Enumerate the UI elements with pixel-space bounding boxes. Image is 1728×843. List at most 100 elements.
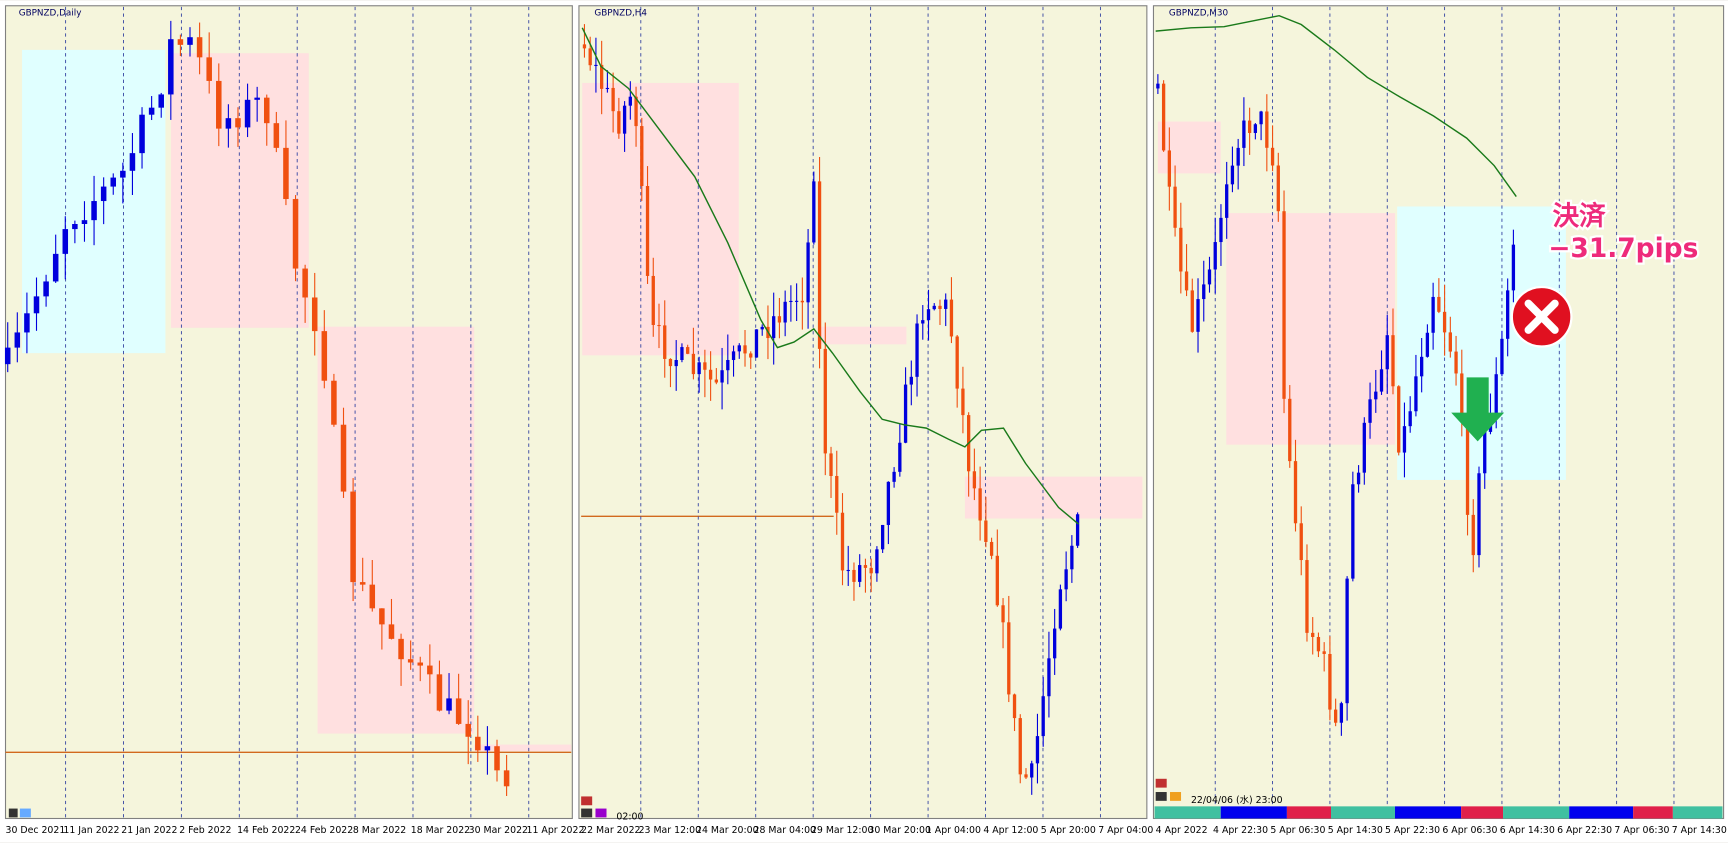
candle-body (1288, 398, 1292, 462)
icon[interactable] (1155, 778, 1167, 788)
candle-body (800, 300, 805, 303)
icon[interactable] (581, 808, 593, 818)
candle-body (1385, 335, 1389, 370)
candle-body (835, 475, 839, 513)
x-tick-label: 22 Mar 2022 (581, 825, 640, 836)
candle-body (1047, 658, 1051, 697)
candle-body (1477, 473, 1481, 556)
candle-body (777, 316, 782, 323)
candle-body (1259, 111, 1263, 125)
candle-body (292, 199, 299, 269)
candle-body (600, 64, 604, 89)
x-tick-label: 24 Mar 20:00 (696, 825, 759, 836)
icon[interactable] (1170, 792, 1182, 801)
candle-body (846, 569, 850, 572)
status-text: 02:00 (616, 812, 643, 823)
annotation: 決済 (1553, 201, 1606, 232)
candle-body (503, 770, 510, 787)
strip-seg (1569, 806, 1634, 819)
candle-body (1460, 373, 1464, 419)
candle-body (177, 39, 184, 45)
candle-body (484, 746, 491, 751)
x-tick-label: 7 Apr 06:30 (1614, 825, 1669, 836)
candle-body (668, 358, 673, 367)
candle-body (989, 541, 994, 556)
strip-seg (1331, 806, 1395, 819)
candle-body (1293, 461, 1298, 524)
x-tick-label: 7 Apr 04:00 (1098, 825, 1153, 836)
candle-body (1368, 399, 1372, 423)
candle-body (465, 723, 471, 737)
candle-body (1012, 694, 1017, 719)
panel-title: GBPNZD,Daily (19, 9, 82, 19)
candle-body (703, 362, 707, 370)
candle-body (898, 442, 902, 472)
x-tick-label: 24 Feb 2022 (295, 825, 353, 836)
candle-body (852, 569, 856, 582)
candle-body (657, 324, 661, 327)
candle-body (263, 97, 270, 124)
candle-body (1425, 332, 1430, 357)
candle-body (340, 424, 347, 492)
candle-body (206, 57, 212, 81)
candle-body (129, 153, 136, 171)
candle-body (1179, 227, 1183, 272)
strip-seg (1394, 806, 1462, 819)
candle-body (1213, 242, 1217, 270)
candle-body (331, 380, 337, 425)
candle-body (1414, 376, 1418, 412)
candle-body (806, 242, 810, 303)
icon[interactable] (581, 796, 593, 806)
icon[interactable] (19, 808, 31, 818)
candle-body (52, 253, 59, 282)
sell-arrow (1451, 377, 1505, 442)
candle-body (760, 326, 764, 330)
candle-body (1431, 296, 1435, 333)
status-text: 22/04/06 (水) 23:00 (1191, 794, 1283, 806)
icon[interactable] (1155, 792, 1167, 801)
candle-body (244, 99, 251, 128)
candle-body (14, 332, 21, 348)
candle-body (369, 584, 376, 609)
x-tick-label: 6 Apr 22:30 (1557, 825, 1612, 836)
candle-body (1070, 545, 1074, 570)
x-tick-label: 14 Feb 2022 (237, 825, 295, 836)
panel-bg[interactable] (578, 5, 1148, 820)
candle-body (909, 376, 913, 385)
x-tick-label: 7 Apr 14:30 (1672, 825, 1727, 836)
candle-body (680, 347, 684, 361)
candle-body (1207, 269, 1212, 285)
candle-body (691, 353, 696, 375)
x-tick-label: 30 Mar 20:00 (868, 825, 931, 836)
candle-body (311, 297, 318, 332)
candle-body (1483, 431, 1487, 474)
candle-body (686, 347, 690, 354)
x-tick-label: 6 Apr 14:30 (1500, 825, 1555, 836)
candle-body (139, 114, 145, 154)
candle-body (1448, 332, 1452, 352)
candle-body (1035, 736, 1040, 764)
x-tick-label: 5 Apr 06:30 (1270, 825, 1325, 836)
candle-body (1282, 211, 1286, 399)
x-tick-label: 5 Apr 14:30 (1328, 825, 1383, 836)
candle-body (749, 353, 753, 358)
icons (8, 778, 1182, 818)
candles (4, 20, 1516, 796)
candle-body (417, 662, 424, 666)
candle-body (1437, 296, 1441, 312)
candle-body (148, 107, 155, 115)
candle-body (1351, 484, 1355, 579)
candle-body (1345, 578, 1349, 704)
candle-body (737, 345, 741, 352)
candle-body (91, 201, 97, 221)
icon[interactable] (595, 808, 607, 818)
candle-body (915, 323, 919, 377)
candle-body (863, 565, 868, 568)
candle-body (1247, 120, 1252, 133)
candle-body (110, 177, 117, 187)
zone (1157, 121, 1221, 174)
candle-body (1339, 703, 1344, 723)
icon[interactable] (8, 808, 18, 818)
candle-body (840, 512, 845, 571)
